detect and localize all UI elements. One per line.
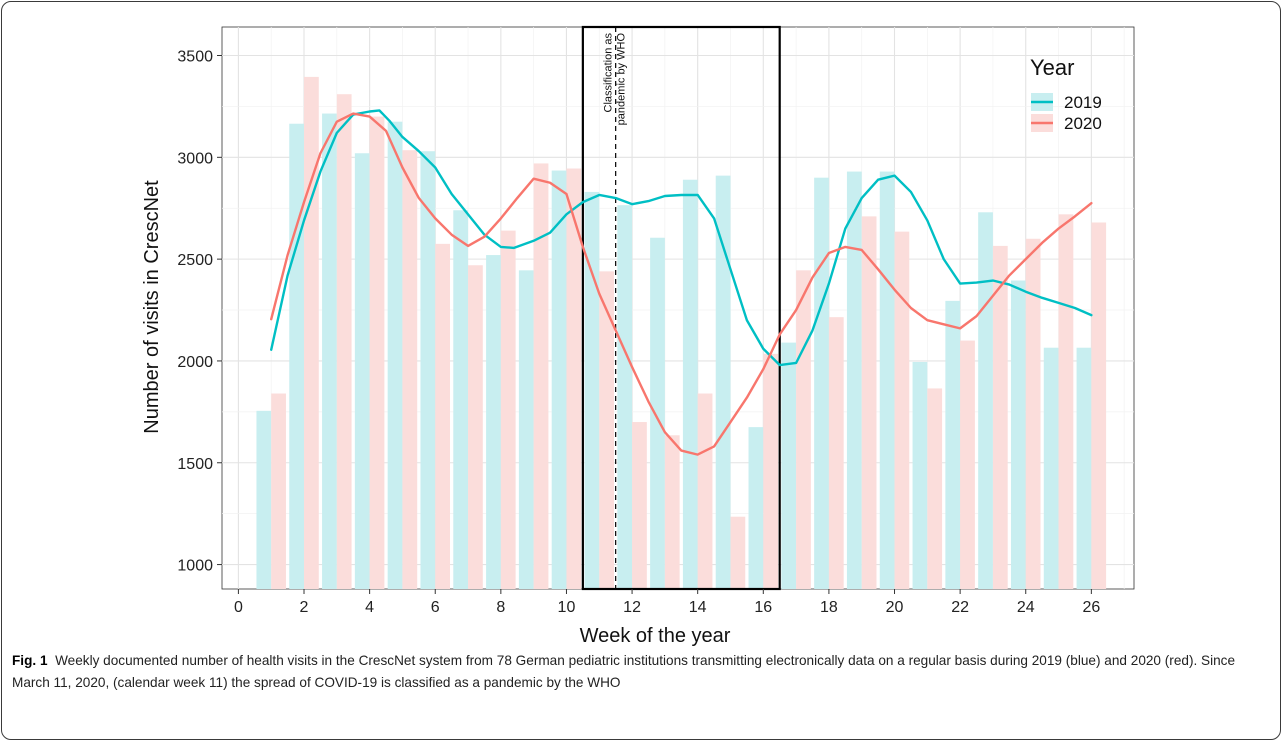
legend-label-2020: 2020	[1064, 114, 1102, 133]
bar-2019-week-10	[551, 170, 567, 590]
bar-2019-week-1	[256, 410, 272, 589]
y-tick-label: 2000	[177, 354, 213, 371]
bar-2019-week-21	[912, 361, 928, 589]
y-tick-label: 2500	[177, 252, 213, 269]
x-tick-label: 4	[365, 599, 374, 616]
bar-2019-week-9	[518, 270, 534, 589]
y-tick-label: 1000	[177, 558, 213, 575]
bar-2019-week-11	[584, 191, 600, 589]
bar-2020-week-10	[566, 168, 582, 589]
bar-2019-week-23	[978, 212, 993, 590]
bar-2020-week-21	[927, 388, 943, 589]
bar-2019-week-14	[682, 179, 698, 589]
pandemic-annotation: Classification as pandemic by WHO	[581, 25, 781, 591]
bar-2019-week-8	[486, 255, 501, 589]
y-tick-label: 1500	[177, 456, 213, 473]
legend-label-2019: 2019	[1064, 93, 1102, 112]
legend: Year 2019 2020	[1030, 55, 1102, 133]
bar-2019-week-22	[945, 300, 961, 589]
bar-2019-week-12	[617, 205, 633, 590]
bar-2020-week-20	[894, 231, 910, 589]
who-annotation-line-1: Classification as	[603, 33, 615, 113]
bar-2019-week-24	[1010, 280, 1026, 589]
x-tick-label: 22	[951, 599, 969, 616]
bar-2020-week-23	[992, 245, 1008, 589]
bar-2020-week-8	[500, 230, 516, 589]
x-tick-label: 12	[623, 599, 641, 616]
bar-2019-week-17	[781, 342, 797, 589]
bar-2019-week-2	[289, 123, 305, 589]
y-axis-label: Number of visits in CrescNet	[141, 180, 163, 434]
x-tick-label: 8	[496, 599, 505, 616]
y-tick-label: 3000	[177, 150, 213, 167]
bar-2020-week-16	[763, 353, 779, 589]
bar-2020-week-18	[828, 317, 844, 589]
bar-2020-week-1	[271, 393, 286, 589]
x-tick-label: 24	[1017, 599, 1035, 616]
bar-2019-week-3	[322, 113, 337, 589]
x-tick-label: 6	[431, 599, 440, 616]
smooth-line-2020	[270, 112, 1093, 456]
x-tick-label: 14	[689, 599, 707, 616]
bar-2019-week-6	[420, 151, 436, 589]
caption-text: Weekly documented number of health visit…	[12, 653, 1236, 690]
caption-label: Fig. 1	[12, 653, 48, 668]
x-tick-label: 10	[558, 599, 576, 616]
bar-2019-week-25	[1043, 347, 1059, 589]
bar-2020-week-7	[468, 265, 483, 589]
bar-2020-week-19	[861, 216, 877, 589]
y-tick-label: 3500	[177, 49, 213, 66]
bar-2019-week-15	[715, 175, 731, 589]
smooth-lines	[270, 109, 1093, 456]
bar-2020-week-3	[336, 94, 352, 589]
bar-2020-week-12	[632, 422, 647, 589]
bar-2020-week-17	[796, 270, 811, 589]
bar-2020-week-13	[664, 435, 680, 589]
chart-svg: Classification as pandemic by WHO 0 2 4 6 8 10…	[141, 25, 1135, 647]
legend-title: Year	[1030, 55, 1074, 80]
x-axis-label: Week of the year	[580, 625, 731, 647]
bar-2020-week-6	[435, 243, 450, 590]
pandemic-period-box	[581, 25, 781, 591]
bar-2020-week-24	[1025, 238, 1041, 589]
bar-2020-week-26	[1091, 222, 1107, 590]
bar-2020-week-25	[1058, 214, 1074, 589]
bar-2019-week-26	[1076, 347, 1092, 589]
smooth-line-2019	[270, 109, 1093, 367]
bar-2019-week-5	[387, 121, 403, 590]
x-tick-label: 0	[234, 599, 243, 616]
bar-2020-week-14	[697, 393, 713, 589]
figure-caption: Fig. 1 Weekly documented number of healt…	[12, 650, 1274, 694]
x-tick-label: 16	[754, 599, 772, 616]
bar-2020-week-5	[402, 150, 418, 589]
bar-2020-week-9	[533, 163, 549, 589]
bar-2020-week-2	[304, 76, 319, 589]
bar-2020-week-4	[369, 116, 385, 589]
bar-2020-week-11	[599, 271, 615, 589]
who-annotation-line-2: pandemic by WHO	[616, 33, 628, 126]
x-tick-label: 26	[1082, 599, 1100, 616]
bar-2019-week-7	[453, 210, 469, 589]
bar-2019-week-4	[354, 153, 370, 589]
x-tick-label: 18	[820, 599, 838, 616]
bar-2020-week-22	[960, 340, 975, 589]
bar-2019-week-16	[748, 427, 764, 589]
bar-2019-week-20	[879, 171, 895, 589]
x-tick-label: 2	[300, 599, 309, 616]
x-tick-label: 20	[886, 599, 904, 616]
bar-2019-week-19	[846, 171, 862, 589]
bar-2019-week-13	[650, 237, 665, 589]
bar-2020-week-15	[730, 516, 746, 589]
axes: 0 2 4 6 8 10 12 14 16 18 20 22 24 2610001500200025003…	[177, 49, 1100, 616]
bar-2019-week-18	[814, 177, 829, 589]
